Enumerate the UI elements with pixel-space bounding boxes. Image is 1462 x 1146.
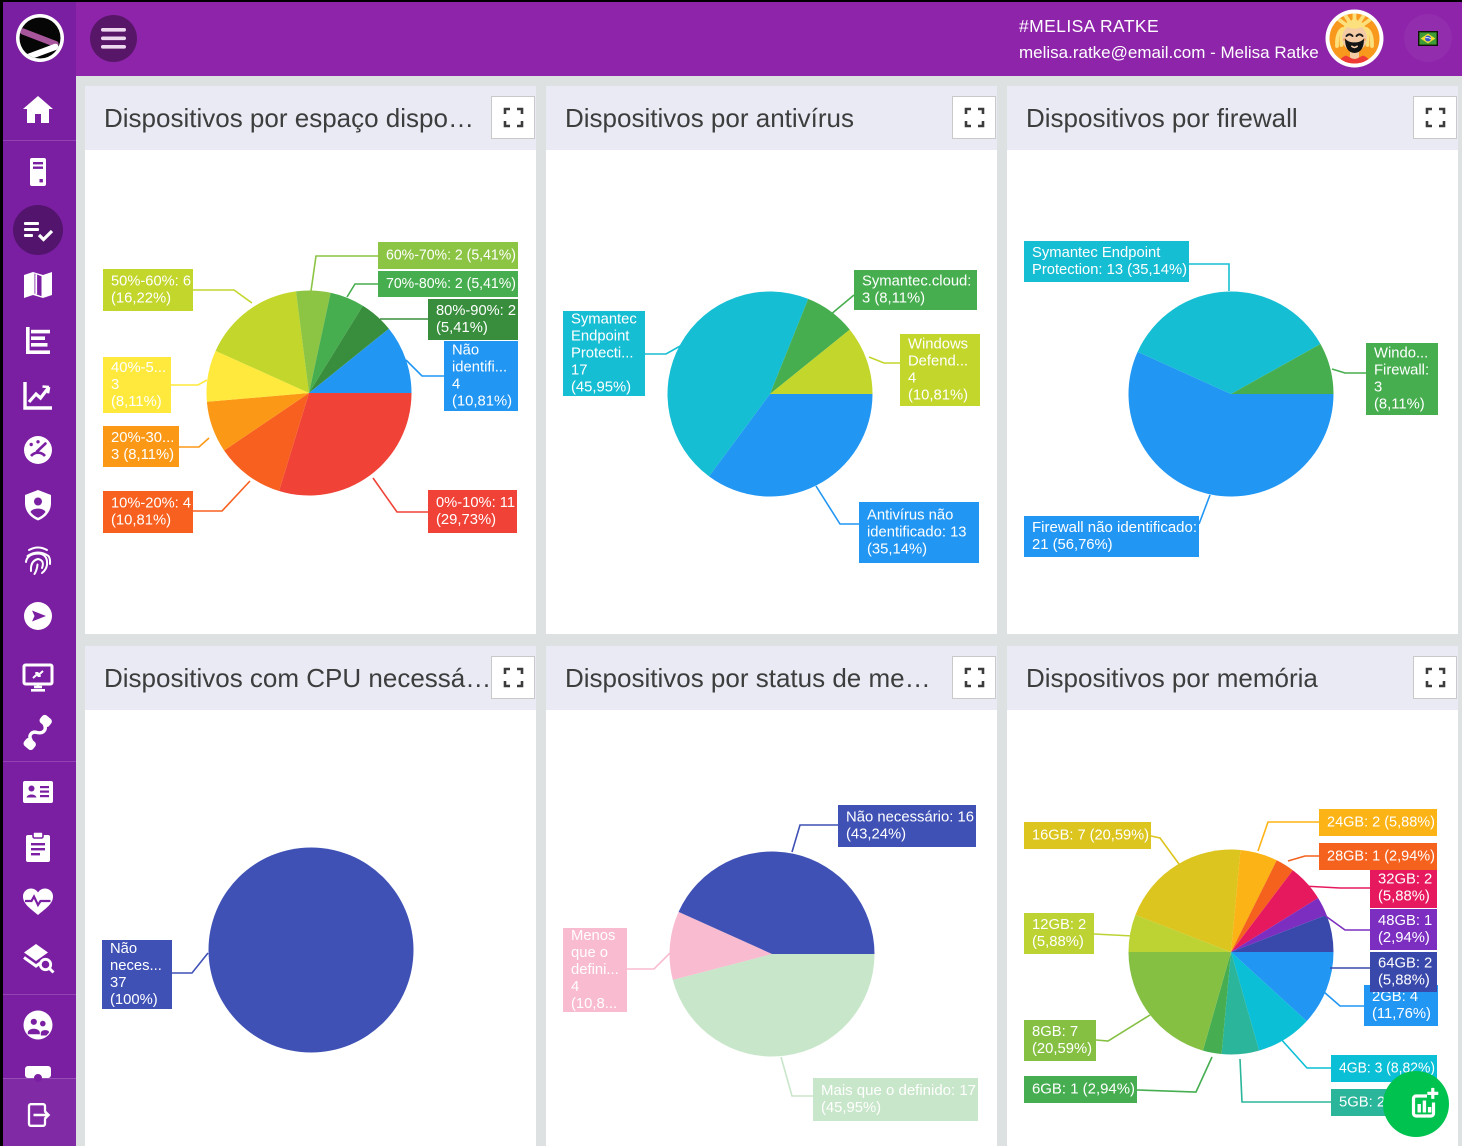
svg-text:28GB: 1 (2,94%): 28GB: 1 (2,94%) [1327, 848, 1435, 864]
svg-text:3: 3 [1374, 379, 1382, 395]
svg-text:10%-20%: 4: 10%-20%: 4 [111, 495, 191, 511]
svg-text:(5,41%): (5,41%) [436, 320, 488, 336]
svg-text:24GB: 2 (5,88%): 24GB: 2 (5,88%) [1327, 814, 1435, 830]
svg-text:Symantec.cloud:: Symantec.cloud: [862, 273, 971, 289]
svg-text:Não: Não [110, 941, 137, 957]
svg-text:17: 17 [571, 362, 587, 378]
svg-text:Symantec Endpoint: Symantec Endpoint [1032, 245, 1160, 261]
svg-text:identifi...: identifi... [452, 359, 507, 375]
svg-text:Defend...: Defend... [908, 353, 968, 369]
svg-text:40%-5...: 40%-5... [111, 360, 166, 376]
svg-text:(100%): (100%) [110, 992, 158, 1008]
svg-text:(8,11%): (8,11%) [1374, 396, 1425, 412]
svg-text:(11,76%): (11,76%) [1372, 1006, 1431, 1022]
svg-text:(16,22%): (16,22%) [111, 290, 171, 306]
svg-text:Endpoint: Endpoint [571, 328, 629, 344]
svg-text:16GB: 7 (20,59%): 16GB: 7 (20,59%) [1032, 827, 1149, 843]
svg-text:Não: Não [452, 342, 479, 358]
svg-text:3 (8,11%): 3 (8,11%) [111, 447, 174, 463]
svg-text:32GB: 2: 32GB: 2 [1378, 871, 1432, 887]
svg-text:20%-30...: 20%-30... [111, 430, 174, 446]
svg-text:(10,81%): (10,81%) [111, 512, 171, 528]
svg-text:70%-80%: 2 (5,41%): 70%-80%: 2 (5,41%) [386, 276, 516, 292]
svg-text:(43,24%): (43,24%) [846, 826, 906, 842]
svg-text:21 (56,76%): 21 (56,76%) [1032, 537, 1113, 553]
svg-text:6GB: 1 (2,94%): 6GB: 1 (2,94%) [1032, 1081, 1135, 1097]
svg-text:Mais que o definido: 17: Mais que o definido: 17 [821, 1083, 976, 1099]
svg-text:(10,8...: (10,8... [571, 996, 617, 1012]
svg-text:48GB: 1: 48GB: 1 [1378, 913, 1432, 929]
svg-text:5GB: 2 (: 5GB: 2 ( [1339, 1094, 1394, 1110]
svg-text:(20,59%): (20,59%) [1032, 1041, 1092, 1057]
svg-text:2GB: 4: 2GB: 4 [1372, 989, 1418, 1005]
svg-text:Windows: Windows [908, 336, 968, 352]
svg-text:Windo...: Windo... [1374, 345, 1428, 361]
svg-text:(2,94%): (2,94%) [1378, 930, 1430, 946]
svg-text:4: 4 [908, 370, 916, 386]
svg-text:60%-70%: 2 (5,41%): 60%-70%: 2 (5,41%) [386, 247, 516, 263]
svg-text:Firewall:: Firewall: [1374, 362, 1429, 378]
svg-text:(5,88%): (5,88%) [1032, 934, 1084, 950]
svg-text:4: 4 [452, 376, 460, 392]
svg-text:(8,11%): (8,11%) [111, 394, 162, 410]
svg-text:50%-60%: 6: 50%-60%: 6 [111, 273, 191, 289]
svg-text:4: 4 [571, 979, 579, 995]
svg-text:defini...: defini... [571, 962, 619, 978]
svg-text:Menos: Menos [571, 928, 615, 944]
svg-text:3 (8,11%): 3 (8,11%) [862, 290, 925, 306]
svg-text:Firewall não identificado:: Firewall não identificado: [1032, 520, 1197, 536]
svg-text:8GB: 7: 8GB: 7 [1032, 1024, 1078, 1040]
svg-text:64GB: 2: 64GB: 2 [1378, 955, 1432, 971]
svg-text:Protection: 13 (35,14%): Protection: 13 (35,14%) [1032, 262, 1187, 278]
svg-text:Protecti...: Protecti... [571, 345, 634, 361]
svg-text:Não necessário: 16: Não necessário: 16 [846, 809, 974, 825]
svg-text:que o: que o [571, 945, 608, 961]
svg-text:Antivírus não: Antivírus não [867, 507, 953, 523]
svg-text:(5,88%): (5,88%) [1378, 972, 1430, 988]
svg-text:12GB: 2: 12GB: 2 [1032, 917, 1086, 933]
svg-text:(5,88%): (5,88%) [1378, 888, 1430, 904]
svg-text:neces...: neces... [110, 958, 162, 974]
svg-text:(10,81%): (10,81%) [452, 393, 512, 409]
svg-text:(10,81%): (10,81%) [908, 387, 968, 403]
svg-text:(45,95%): (45,95%) [571, 379, 631, 395]
svg-text:(29,73%): (29,73%) [436, 512, 496, 528]
svg-text:(45,95%): (45,95%) [821, 1100, 881, 1116]
svg-text:Symantec: Symantec [571, 311, 637, 327]
svg-text:identificado: 13: identificado: 13 [867, 524, 967, 540]
svg-text:3: 3 [111, 377, 119, 393]
svg-text:80%-90%: 2: 80%-90%: 2 [436, 303, 516, 319]
svg-text:37: 37 [110, 975, 126, 991]
svg-text:0%-10%: 11: 0%-10%: 11 [436, 495, 515, 511]
svg-text:(35,14%): (35,14%) [867, 541, 927, 557]
